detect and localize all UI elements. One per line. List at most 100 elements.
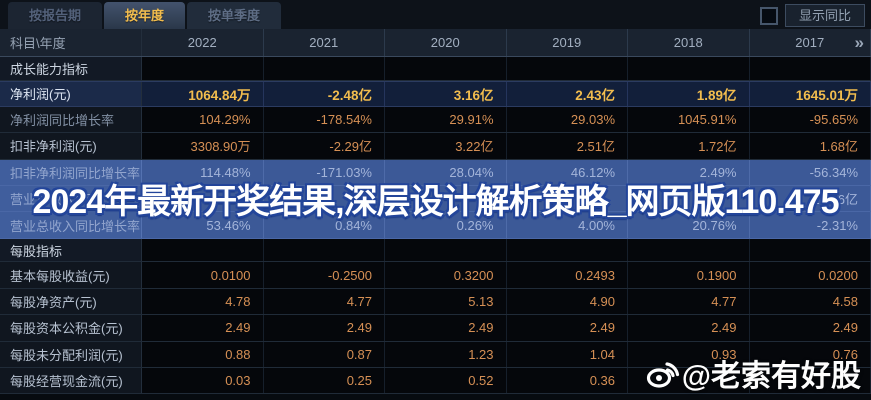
value-cell: 4.77 xyxy=(264,288,385,315)
row-label: 每股未分配利润(元) xyxy=(0,341,142,367)
value-cell xyxy=(628,57,750,80)
row-label: 每股净资产(元) xyxy=(0,288,142,315)
value-cell: 2.49 xyxy=(628,315,750,341)
value-cell: 0.0100 xyxy=(142,262,264,288)
value-cell: 1.68亿 xyxy=(750,133,871,159)
value-cell: 0.26% xyxy=(385,212,507,238)
tab-quarterly[interactable]: 按单季度 xyxy=(187,2,282,29)
table-body: 成长能力指标 净利润(元) 1064.84万 -2.48亿 3.16亿 2.43亿 1.89… xyxy=(0,57,871,395)
value-cell xyxy=(142,186,264,212)
value-cell: 4.90 xyxy=(507,288,628,315)
value-cell: 29.03% xyxy=(507,106,628,133)
table-row: 基本每股收益(元) 0.0100 -0.2500 0.3200 0.2493 0.1900… xyxy=(0,262,871,289)
value-cell: 2.43亿 xyxy=(506,81,628,106)
value-cell: -0.2500 xyxy=(264,262,385,288)
value-cell: 5.13 xyxy=(385,288,507,315)
value-cell: 3.22亿 xyxy=(385,133,507,159)
value-cell: 2.49 xyxy=(385,315,507,341)
value-cell: 2.51亿 xyxy=(507,133,628,159)
value-cell: 0.25 xyxy=(264,367,385,394)
value-cell: 1.04 xyxy=(507,341,628,367)
value-cell: 3.16亿 xyxy=(385,81,507,106)
value-cell: 0.03 xyxy=(142,367,264,394)
value-cell: 0.88 xyxy=(142,341,264,367)
value-cell xyxy=(142,238,264,262)
value-cell: 0.52 xyxy=(385,367,507,394)
value-cell: 104.29% xyxy=(142,106,264,133)
table-row: 每股资本公积金(元) 2.49 2.49 2.49 2.49 2.49 2.49 xyxy=(0,315,871,342)
value-cell: 3308.90万 xyxy=(142,133,264,159)
value-cell: 114.48% xyxy=(142,159,264,186)
table-row: 净利润(元) 1064.84万 -2.48亿 3.16亿 2.43亿 1.89亿 1645.… xyxy=(0,80,871,107)
value-cell xyxy=(628,367,750,394)
row-label: 每股资本公积金(元) xyxy=(0,315,142,341)
value-cell: 0.0200 xyxy=(750,262,871,288)
value-cell: 4.77 xyxy=(628,288,750,315)
table-header-row: 科目\年度 2022 2021 2020 2019 2018 2017» xyxy=(0,29,871,57)
weibo-watermark: @老索有好股 xyxy=(645,351,861,395)
table-row: 每股经营现金流(元) 0.03 0.25 0.52 0.36 xyxy=(0,367,871,395)
value-cell: 0.3200 xyxy=(385,262,507,288)
row-label: 基本每股收益(元) xyxy=(0,262,142,288)
value-cell xyxy=(628,238,750,262)
value-cell: 0.84% xyxy=(264,212,385,238)
value-cell xyxy=(385,57,507,80)
value-cell: 1064.84万 xyxy=(142,81,264,106)
value-cell: 0.93 xyxy=(628,341,750,367)
value-cell xyxy=(264,57,385,80)
column-header-2019: 2019 xyxy=(507,29,628,56)
row-label: 营业总收入(元) xyxy=(0,186,142,212)
row-label: 每股指标 xyxy=(0,238,142,262)
value-cell: 2.49 xyxy=(264,315,385,341)
value-cell xyxy=(507,238,628,262)
value-cell xyxy=(507,186,628,212)
value-cell: -2.29亿 xyxy=(264,133,385,159)
show-yoy-checkbox[interactable] xyxy=(759,6,778,25)
table-row: 每股未分配利润(元) 0.88 0.87 1.23 1.04 0.93 0.76 xyxy=(0,341,871,368)
value-cell xyxy=(264,238,385,262)
value-cell: 29.91% xyxy=(385,106,507,133)
value-cell xyxy=(628,186,750,212)
value-cell: 2.49 xyxy=(142,315,264,341)
more-columns-chevron-icon[interactable]: » xyxy=(854,33,864,52)
value-cell: 28.04% xyxy=(385,159,507,186)
value-cell xyxy=(385,186,507,212)
value-cell: 2.49% xyxy=(628,159,750,186)
financial-table: 科目\年度 2022 2021 2020 2019 2018 2017» 成长能力指标 净利… xyxy=(0,29,871,395)
value-cell: 46.12% xyxy=(507,159,628,186)
show-yoy-button[interactable]: 显示同比 xyxy=(784,4,865,27)
value-cell: 20.76% xyxy=(628,212,750,238)
weibo-watermark-text: @老索有好股 xyxy=(681,360,861,393)
value-cell: 1645.01万 xyxy=(749,81,871,106)
value-cell: 1045.91% xyxy=(628,106,750,133)
value-cell: -2.48亿 xyxy=(263,81,385,106)
row-label: 成长能力指标 xyxy=(0,57,142,80)
value-cell xyxy=(385,238,507,262)
column-header-2020: 2020 xyxy=(385,29,507,56)
value-cell: 53.46% xyxy=(142,212,264,238)
row-label: 净利润(元) xyxy=(0,81,142,106)
corner-header: 科目\年度 xyxy=(0,29,142,56)
value-cell: 2.49 xyxy=(507,315,628,341)
value-cell xyxy=(750,238,871,262)
weibo-logo-icon xyxy=(645,355,681,391)
column-header-2018: 2018 xyxy=(628,29,750,56)
table-row: 营业总收入(元) 21.26亿 xyxy=(0,186,871,213)
value-cell: 1.89亿 xyxy=(628,81,750,106)
row-label: 扣非净利润同比增长率 xyxy=(0,159,142,186)
tab-annual[interactable]: 按年度 xyxy=(104,2,186,29)
value-cell: 4.78 xyxy=(142,288,264,315)
table-row: 每股净资产(元) 4.78 4.77 5.13 4.90 4.77 4.58 xyxy=(0,288,871,316)
value-cell: -95.65% xyxy=(750,106,871,133)
table-row: 净利润同比增长率 104.29% -178.54% 29.91% 29.03% 1045.… xyxy=(0,106,871,134)
row-label: 每股经营现金流(元) xyxy=(0,367,142,394)
column-header-2017: 2017 xyxy=(750,29,871,56)
yoy-controls: 显示同比 xyxy=(759,4,865,27)
row-label: 扣非净利润(元) xyxy=(0,133,142,159)
row-label: 营业总收入同比增长率 xyxy=(0,212,142,238)
tab-report-period[interactable]: 按报告期 xyxy=(8,2,103,29)
value-cell xyxy=(507,57,628,80)
value-cell: 4.58 xyxy=(750,288,871,315)
value-cell: -178.54% xyxy=(264,106,385,133)
